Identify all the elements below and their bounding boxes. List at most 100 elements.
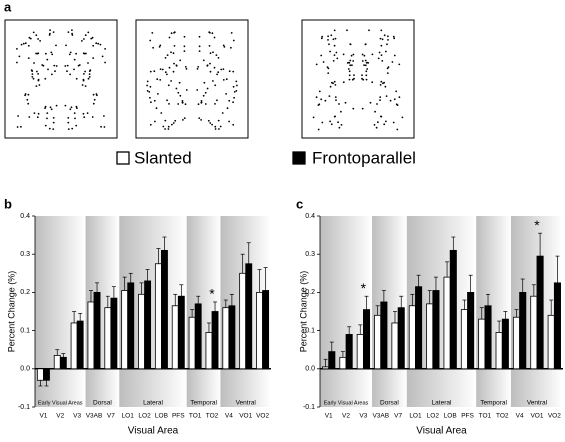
stimulus-dot	[353, 74, 355, 76]
stimulus-dot	[385, 120, 387, 123]
stimulus-dot	[82, 112, 85, 115]
stimulus-dot	[87, 77, 90, 80]
stimulus-dot	[103, 126, 106, 128]
stimulus-dot	[100, 125, 102, 128]
group-label: Dorsal	[93, 400, 112, 407]
stimulus-dot	[92, 93, 95, 96]
stimulus-dot	[75, 77, 78, 80]
bar	[328, 351, 336, 370]
bar	[426, 303, 434, 370]
stimulus-dot	[379, 96, 382, 98]
stimulus-dot	[103, 115, 105, 117]
x-tick-label: V7	[394, 413, 402, 420]
bar	[171, 305, 179, 370]
stimulus-dot	[367, 62, 370, 64]
stimulus-dot	[214, 84, 217, 87]
stimulus-dot	[196, 89, 199, 91]
stimulus-dot	[364, 43, 367, 46]
stimulus-dot	[26, 98, 29, 101]
stimulus-dot	[177, 91, 180, 94]
stimulus-dot	[24, 93, 27, 95]
stimulus-dot	[172, 52, 175, 55]
stimulus-dot	[228, 70, 231, 73]
bar	[205, 332, 213, 370]
legend-label: Slanted	[134, 148, 192, 167]
stimulus-dot	[215, 54, 218, 56]
stimulus-dot	[386, 72, 389, 74]
stimulus-dot	[69, 51, 72, 54]
stimulus-dot	[99, 43, 102, 46]
stimulus-dot	[150, 101, 152, 104]
stimulus-dot	[162, 125, 165, 128]
stimulus-dot	[377, 121, 379, 124]
stimulus-dot	[213, 36, 216, 39]
stimulus-dot	[28, 116, 31, 118]
stimulus-dot	[375, 126, 378, 129]
stimulus-dot	[73, 68, 75, 71]
stimulus-dot	[327, 39, 329, 41]
stimulus-dot	[167, 128, 170, 130]
stimulus-dot	[315, 96, 318, 99]
stimulus-dot	[173, 45, 176, 47]
stimulus-dot	[46, 112, 49, 114]
group-label: Lateral	[143, 400, 163, 407]
stimulus-dot	[48, 127, 51, 130]
stimulus-dot	[377, 57, 380, 60]
x-tick-label: LO1	[409, 413, 422, 420]
stimulus-frame	[135, 19, 249, 139]
stimulus-dot	[198, 45, 201, 48]
stimulus-dot	[363, 54, 366, 57]
stimulus-dot	[373, 124, 376, 126]
stimulus-dot	[351, 78, 354, 81]
stimulus-dot	[320, 54, 323, 57]
stimulus-dot	[55, 44, 57, 47]
stimulus-dot	[86, 112, 89, 114]
stimulus-dot	[27, 102, 30, 105]
bar	[161, 249, 168, 370]
stimulus-dot	[152, 46, 155, 49]
stimulus-dot	[84, 34, 87, 37]
stimulus-dot	[91, 36, 94, 39]
stimulus-dot	[226, 107, 229, 110]
stimulus-dot	[348, 70, 351, 73]
stimulus-dot	[37, 112, 40, 115]
x-tick-label: VO1	[530, 413, 543, 420]
stimulus-dot	[73, 58, 76, 61]
stimulus-dot	[50, 108, 53, 111]
stimulus-dot	[49, 106, 52, 109]
stimulus-dot	[329, 85, 332, 88]
stimulus-dot	[157, 93, 159, 95]
y-tick-label: 0.2	[20, 289, 30, 296]
stimulus-dot	[20, 43, 23, 46]
stimulus-dot	[365, 74, 368, 77]
stimulus-dot	[379, 84, 382, 86]
stimulus-dot	[340, 110, 342, 113]
stimulus-dot	[167, 125, 170, 128]
stimulus-dot	[73, 112, 76, 114]
stimulus-dot	[361, 107, 364, 110]
stimulus-dot	[217, 71, 220, 74]
stimulus-dot	[337, 121, 339, 124]
stimulus-dot	[31, 73, 34, 75]
stimulus-dot	[75, 52, 77, 55]
stimulus-dot	[315, 63, 318, 66]
stimulus-dot	[200, 101, 203, 104]
stimulus-dot	[368, 29, 370, 32]
stimulus-dot	[364, 59, 367, 62]
stimulus-dot	[69, 108, 72, 111]
stimulus-dot	[387, 66, 390, 68]
bar	[391, 322, 399, 370]
stimulus-dot	[84, 70, 86, 73]
stimulus-dot	[88, 76, 91, 78]
stimulus-dot	[320, 98, 323, 101]
stimulus-dot	[46, 58, 49, 61]
y-tick-label: 0.1	[20, 327, 30, 334]
stimulus-dot	[385, 50, 387, 53]
bar	[53, 355, 61, 370]
stimulus-dot	[321, 35, 324, 38]
stimulus-dot	[318, 90, 321, 93]
stimulus-dot	[379, 99, 381, 101]
stimulus-dot	[398, 63, 401, 66]
stimulus-dot	[92, 57, 95, 59]
